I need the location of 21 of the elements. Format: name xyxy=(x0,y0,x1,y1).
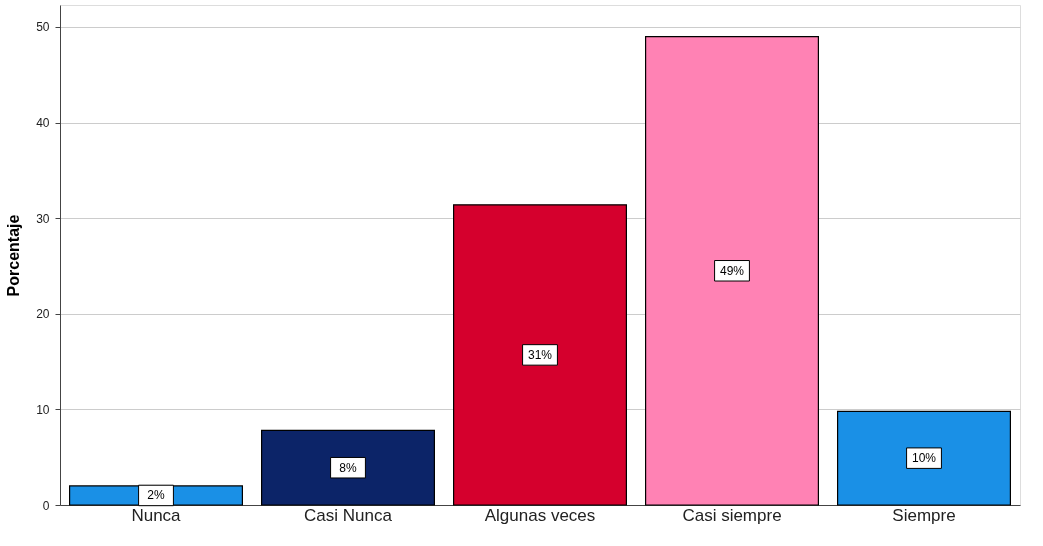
data-label: 2% xyxy=(147,488,165,503)
y-tick-label: 40 xyxy=(36,116,50,131)
y-tick-label: 30 xyxy=(36,211,50,226)
y-tick-label: 10 xyxy=(36,402,50,417)
y-tick-label: 0 xyxy=(42,498,50,513)
y-tick-label: 50 xyxy=(36,20,50,35)
x-tick-label: Siempre xyxy=(892,505,956,525)
data-label: 49% xyxy=(719,263,745,278)
x-tick-label: Casi Nunca xyxy=(304,505,393,525)
x-tick-label: Nunca xyxy=(131,505,182,525)
y-axis-title: Porcentaje xyxy=(5,214,23,297)
y-tick-label: 20 xyxy=(36,307,50,322)
bar xyxy=(453,204,627,506)
bar xyxy=(645,35,819,506)
bar xyxy=(837,410,1011,506)
data-label: 10% xyxy=(911,451,937,466)
x-tick-label: Algunas veces xyxy=(484,505,596,525)
data-label: 31% xyxy=(527,347,553,362)
bar xyxy=(261,429,435,506)
x-tick-label: Casi siempre xyxy=(682,505,782,525)
data-label: 8% xyxy=(339,460,357,475)
